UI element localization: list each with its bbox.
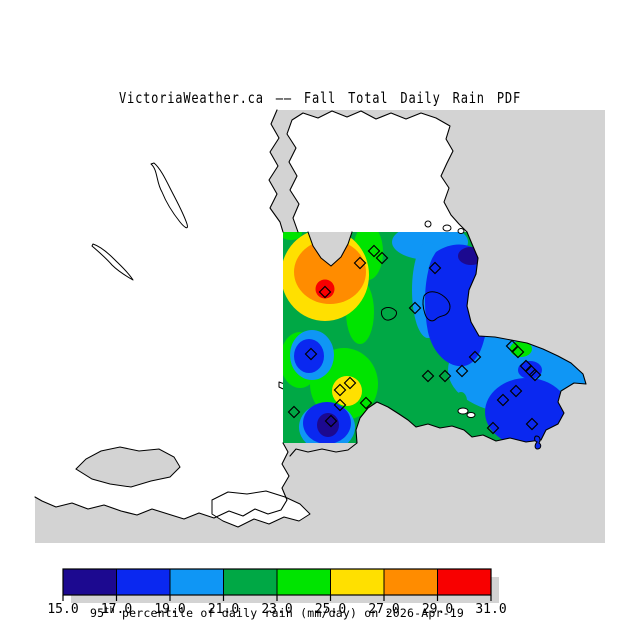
station-marker — [421, 369, 435, 383]
field-blue-spot-east — [518, 361, 542, 379]
islet-oakbay-2 — [466, 412, 476, 418]
inlet-wedge-coast — [307, 231, 353, 267]
land-north-island — [287, 111, 467, 232]
station-marker — [343, 376, 357, 390]
colorbar-ticks: 15.0 17.0 19.0 21.0 23.0 25.0 27.0 29.0 31.0 — [47, 595, 507, 617]
land-west — [35, 110, 289, 519]
colorbar-segment — [223, 568, 278, 596]
islet-channel-2 — [442, 224, 452, 232]
station-marker — [505, 339, 519, 353]
land-south-peninsula — [211, 490, 311, 528]
colorbar-segment — [169, 568, 224, 596]
field-bright-green-corner — [283, 232, 302, 240]
station-marker — [318, 285, 332, 299]
coastline-field-east-south — [289, 231, 587, 457]
station-marker — [333, 398, 347, 412]
colorbar: 15.0 17.0 19.0 21.0 23.0 25.0 27.0 29.0 31.0 95t… — [47, 568, 507, 620]
islet-channel-1 — [424, 220, 432, 228]
station-marker — [428, 261, 442, 275]
station-marker — [528, 368, 542, 382]
station-marker — [408, 301, 422, 315]
harbour-water — [75, 446, 181, 488]
colorbar-tick-label: 29.0 — [422, 602, 453, 617]
station-marker — [509, 384, 523, 398]
colorbar-tick-label: 25.0 — [315, 602, 346, 617]
colorbar-tick-label: 23.0 — [261, 602, 292, 617]
colorbar-tick-label: 15.0 — [47, 602, 78, 617]
colorbar-segment — [62, 568, 117, 596]
colorbar-segments — [62, 568, 492, 596]
station-marker — [496, 393, 510, 407]
colorbar-caption: 95th percentile of daily rain (mm/day) o… — [90, 606, 464, 620]
lake-elk — [422, 291, 451, 322]
colorbar-segment — [276, 568, 331, 596]
station-marker — [438, 369, 452, 383]
islet-channel-3 — [457, 228, 465, 234]
colorbar-tick-label: 31.0 — [475, 602, 506, 617]
station-marker — [287, 405, 301, 419]
station-marker — [333, 383, 347, 397]
colorbar-segment — [330, 568, 385, 596]
colorbar-tick-label: 27.0 — [368, 602, 399, 617]
lake-sooke — [91, 243, 134, 281]
map-canvas — [34, 109, 605, 543]
station-marker — [525, 417, 539, 431]
lake-prospect — [381, 307, 397, 321]
station-marker — [353, 256, 367, 270]
inlet-wedge-water — [308, 232, 352, 266]
coastline-strait-south — [34, 442, 290, 520]
field-red-maximum — [315, 279, 335, 299]
islet-trial — [534, 435, 542, 450]
station-marker — [324, 414, 338, 428]
field-orange-blob — [294, 240, 366, 304]
coastline-north-island — [286, 110, 468, 233]
islet-oakbay-1 — [457, 407, 469, 415]
field-navy-core-south — [317, 413, 339, 437]
colorbar-segment — [437, 568, 492, 596]
map-title: VictoriaWeather.ca –– Fall Total Daily R… — [119, 89, 521, 107]
colorbar-tick-label: 19.0 — [154, 602, 185, 617]
station-marker — [304, 347, 318, 361]
field-green-sliver — [455, 392, 467, 410]
colorbar-tick-label: 17.0 — [101, 602, 132, 617]
station-marker — [359, 396, 373, 410]
station-marker — [455, 364, 469, 378]
station-marker — [486, 421, 500, 435]
station-marker — [468, 350, 482, 364]
colorbar-tick-label: 21.0 — [208, 602, 239, 617]
station-marker — [511, 345, 525, 359]
coastline-inlet-west — [268, 109, 284, 233]
field-blue-blob-west — [294, 339, 324, 373]
station-markers — [287, 244, 542, 435]
station-marker — [367, 244, 381, 258]
lake-shawnigan — [150, 162, 188, 229]
colorbar-segment — [116, 568, 171, 596]
colorbar-segment — [383, 568, 438, 596]
station-marker — [375, 251, 389, 265]
